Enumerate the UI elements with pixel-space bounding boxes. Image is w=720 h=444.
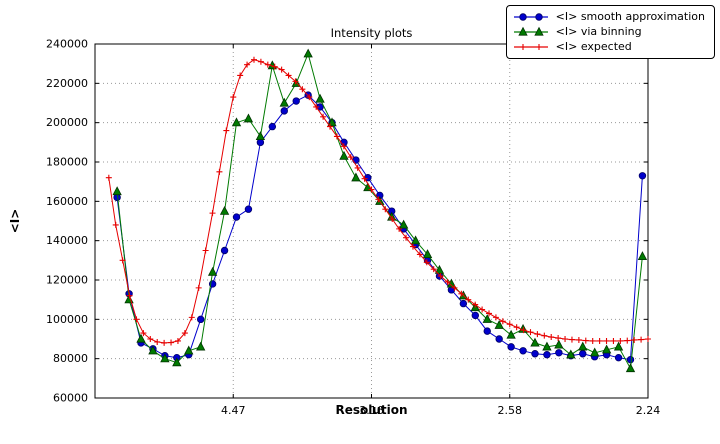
y-tick-label: 60000 (53, 392, 88, 405)
legend-item-expected: <I> expected (512, 40, 705, 54)
y-tick-label: 100000 (46, 313, 88, 326)
x-tick-label: 2.58 (498, 404, 523, 417)
series-markers-binning (112, 48, 648, 373)
x-tick-label: 2.24 (636, 404, 661, 417)
series-markers-smooth (113, 91, 647, 364)
legend-marker-binning-icon (513, 26, 548, 36)
y-tick-label: 80000 (53, 352, 88, 365)
y-tick-label: 160000 (46, 195, 88, 208)
legend: <I> smooth approximation <I> via binning… (505, 5, 715, 59)
legend-item-binning: <I> via binning (512, 25, 705, 39)
x-axis-label: Resolution (335, 403, 408, 417)
y-tick-label: 220000 (46, 77, 88, 90)
legend-marker-smooth-icon (513, 13, 548, 21)
legend-marker-expected-icon (513, 44, 548, 50)
y-axis-label: <I> (8, 208, 22, 234)
legend-label-smooth: <I> smooth approximation (555, 10, 705, 23)
x-tick-label: 3.16 (359, 404, 384, 417)
y-tick-label: 200000 (46, 116, 88, 129)
x-tick-label: 4.47 (221, 404, 246, 417)
y-tick-label: 240000 (46, 38, 88, 51)
legend-label-expected: <I> expected (555, 40, 632, 53)
series-markers-expected (105, 56, 651, 346)
y-tick-label: 180000 (46, 156, 88, 169)
y-tick-label: 140000 (46, 234, 88, 247)
series-line-smooth (116, 94, 643, 361)
y-tick-label: 120000 (46, 274, 88, 287)
legend-item-smooth: <I> smooth approximation (512, 10, 705, 24)
series-line-binning (116, 52, 643, 371)
chart-title: Intensity plots (330, 26, 413, 40)
legend-label-binning: <I> via binning (555, 25, 642, 38)
